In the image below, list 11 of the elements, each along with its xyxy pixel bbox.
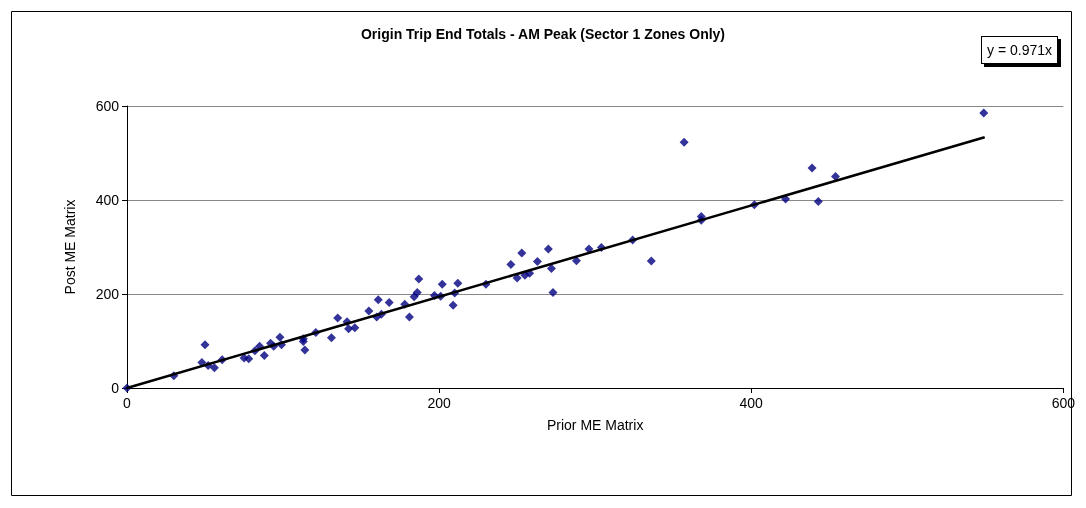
text: y = 0.971x — [987, 42, 1053, 58]
y-tick-label: 400 — [95, 192, 120, 208]
y-tick-label: 0 — [111, 380, 120, 396]
x-axis-title: Prior ME Matrix — [546, 417, 644, 433]
x-tick-label: 400 — [739, 395, 764, 411]
y-tick-label: 200 — [95, 286, 120, 302]
y-tick-label: 600 — [95, 98, 120, 114]
y-axis-title: Post ME Matrix — [62, 199, 78, 295]
chart-title: Origin Trip End Totals - AM Peak (Sector 1 Zones Only) — [360, 26, 726, 42]
x-tick-label: 0 — [123, 395, 132, 411]
x-tick-label: 200 — [427, 395, 451, 411]
